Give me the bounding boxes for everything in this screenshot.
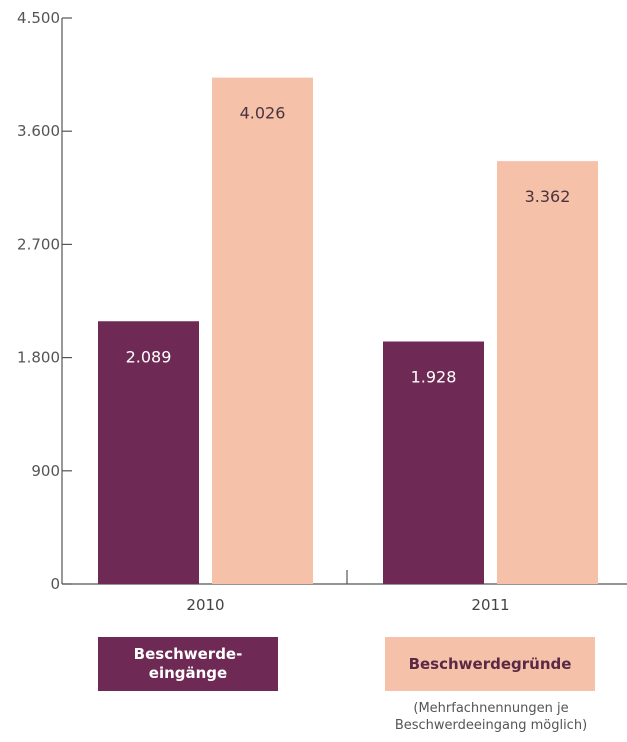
y-tick-label: 2.700 <box>17 235 60 253</box>
bar <box>212 77 313 585</box>
y-tick-label: 0 <box>50 575 60 593</box>
legend-label-beschwerdeeingaenge: Beschwerde- eingänge <box>133 645 243 682</box>
y-tick-label: 900 <box>31 462 60 480</box>
bar <box>497 161 598 584</box>
y-axis: 0 900 1.800 2.700 3.600 4.500 <box>17 9 72 593</box>
bar <box>383 341 484 584</box>
value-labels: 2.089 4.026 1.928 3.362 <box>126 104 571 387</box>
bar-value-label: 4.026 <box>240 104 286 123</box>
legend-label-beschwerdegruende: Beschwerdegründe <box>408 654 572 673</box>
y-tick-label: 3.600 <box>17 122 60 140</box>
x-category-label: 2010 <box>186 596 224 614</box>
legend-note: (Mehrfachnennungen je Beschwerdeeingang … <box>394 701 588 733</box>
legend-item-beschwerdegruende: Beschwerdegründe <box>385 637 595 691</box>
bar-value-label: 3.362 <box>525 187 571 206</box>
legend-item-beschwerdeeingaenge: Beschwerde- eingänge <box>98 637 278 691</box>
bar <box>98 321 199 584</box>
x-category-label: 2011 <box>471 596 509 614</box>
y-tick-label: 4.500 <box>17 9 60 27</box>
bars <box>98 77 598 585</box>
bar-value-label: 1.928 <box>411 368 457 387</box>
y-tick-label: 1.800 <box>17 349 60 367</box>
bar-value-label: 2.089 <box>126 347 172 366</box>
